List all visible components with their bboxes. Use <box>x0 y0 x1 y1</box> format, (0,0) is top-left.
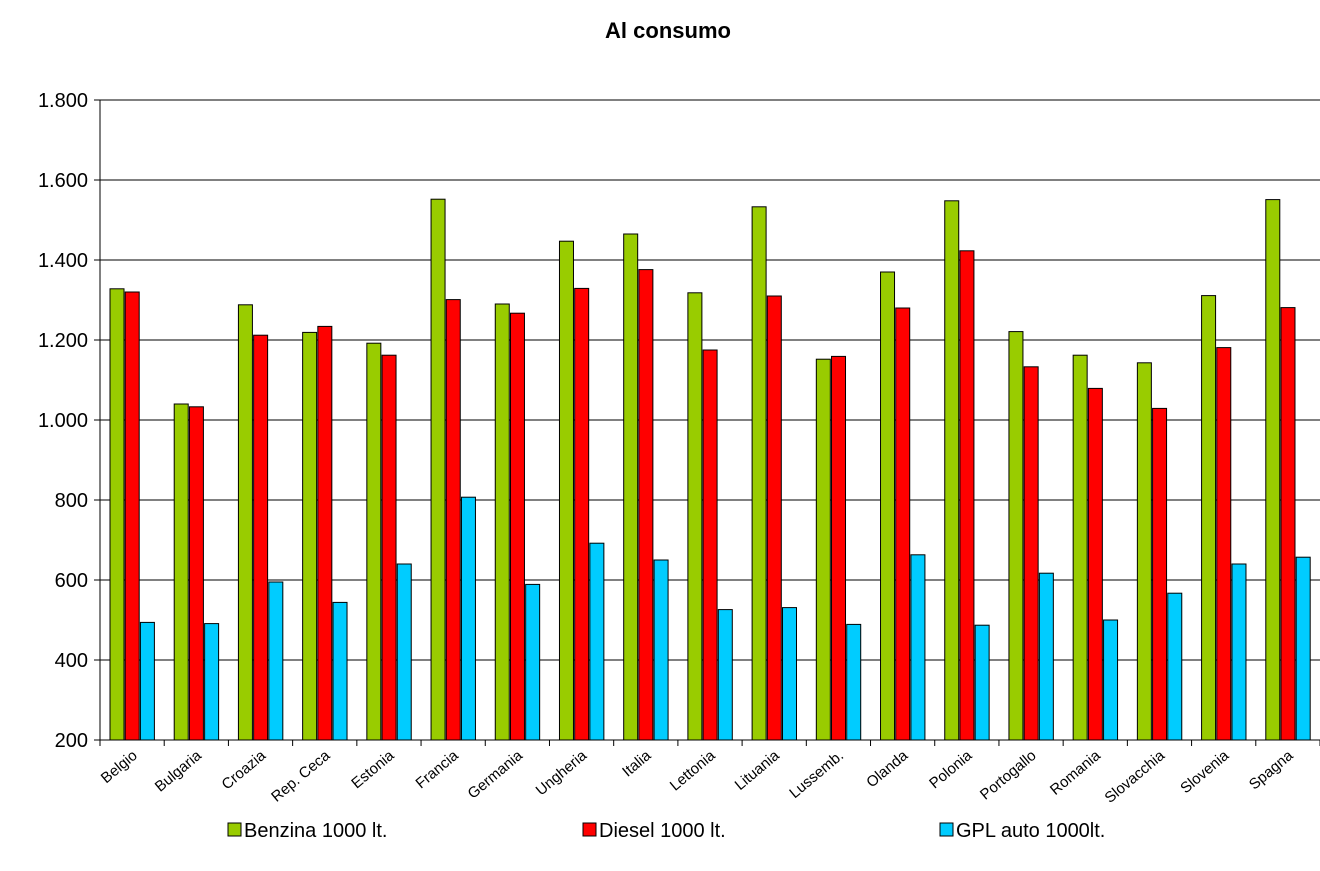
bar-slovacchia-series-1 <box>1136 362 1152 741</box>
bar-lettonia-series-2 <box>702 349 718 741</box>
bar-slovacchia-series-2 <box>1152 407 1168 741</box>
bar-francia-series-2 <box>445 299 461 741</box>
y-tick-label: 400 <box>55 650 88 672</box>
bar-rep-ceca-series-1 <box>302 331 318 741</box>
bar-rep-ceca-series-2 <box>317 325 333 741</box>
bar-polonia-series-1 <box>944 200 960 741</box>
bar-olanda-series-1 <box>880 271 896 741</box>
x-tick-label: Olanda <box>863 747 911 792</box>
y-tick-label: 1.800 <box>38 90 88 112</box>
x-tick-label: Croazia <box>219 747 270 794</box>
x-tick-label: Spagna <box>1246 747 1297 794</box>
bar-ungheria-series-3 <box>589 542 605 741</box>
bar-belgio-series-1 <box>109 288 125 741</box>
bar-estonia-series-1 <box>366 342 382 741</box>
x-tick-label: Slovenia <box>1177 747 1233 797</box>
x-tick-label: Ungheria <box>533 747 591 800</box>
bar-slovenia-series-2 <box>1216 347 1232 741</box>
legend-label: GPL auto 1000lt. <box>956 820 1105 842</box>
bar-belgio-series-3 <box>139 621 155 741</box>
bar-germania-series-3 <box>525 583 541 741</box>
chart-title: Al consumo <box>605 18 731 43</box>
legend: Benzina 1000 lt. Diesel 1000 lt. GPL auto … <box>227 820 1105 842</box>
y-axis-ticks: 200 400 600 800 1.000 1.200 1.400 1.600 1.800 <box>38 90 100 752</box>
y-tick-label: 1.000 <box>38 410 88 432</box>
x-tick-label: Germania <box>465 747 527 803</box>
bar-lussemb--series-3 <box>846 623 862 741</box>
bar-rep-ceca-series-3 <box>332 601 348 741</box>
bar-polonia-series-3 <box>974 624 990 741</box>
x-tick-label: Polonia <box>926 747 976 793</box>
bar-estonia-series-2 <box>381 354 397 741</box>
y-tick-label: 1.200 <box>38 330 88 352</box>
bar-lituania-series-2 <box>766 295 782 741</box>
axes <box>99 100 1320 741</box>
bar-ungheria-series-2 <box>574 287 590 741</box>
legend-swatch <box>227 822 242 837</box>
x-tick-label: Lussemb. <box>786 747 847 802</box>
y-tick-label: 200 <box>55 730 88 752</box>
bar-germania-series-1 <box>494 303 510 741</box>
legend-swatch <box>939 822 954 837</box>
x-tick-label: Lettonia <box>667 747 719 795</box>
bar-italia-series-3 <box>653 559 669 741</box>
bar-bulgaria-series-1 <box>173 403 189 741</box>
bar-germania-series-2 <box>509 312 525 741</box>
bar-spagna-series-2 <box>1280 307 1296 741</box>
bar-lussemb--series-1 <box>815 358 831 741</box>
x-tick-label: Slovacchia <box>1102 747 1169 807</box>
x-tick-label: Rep. Ceca <box>268 747 334 806</box>
legend-label: Benzina 1000 lt. <box>244 820 387 842</box>
bar-portogallo-series-2 <box>1023 366 1039 741</box>
bar-croazia-series-1 <box>237 304 253 741</box>
bar-francia-series-3 <box>460 496 476 741</box>
y-tick-label: 1.600 <box>38 170 88 192</box>
x-tick-label: Bulgaria <box>152 747 206 796</box>
x-tick-label: Francia <box>412 747 462 793</box>
bar-croazia-series-3 <box>268 581 284 741</box>
x-tick-label: Estonia <box>348 747 398 793</box>
bar-olanda-series-2 <box>895 307 911 741</box>
bar-lituania-series-1 <box>751 206 767 741</box>
y-tick-label: 1.400 <box>38 250 88 272</box>
bar-lettonia-series-1 <box>687 292 703 741</box>
legend-swatch <box>582 822 597 837</box>
bar-portogallo-series-3 <box>1038 572 1054 741</box>
bar-lussemb--series-2 <box>831 355 847 741</box>
bar-francia-series-1 <box>430 198 446 741</box>
bar-estonia-series-3 <box>396 563 412 741</box>
x-tick-label: Lituania <box>732 747 784 794</box>
bar-slovenia-series-1 <box>1201 295 1217 741</box>
x-tick-label: Portogallo <box>977 747 1040 803</box>
y-tick-label: 800 <box>55 490 88 512</box>
bar-spagna-series-1 <box>1265 199 1281 741</box>
y-tick-label: 600 <box>55 570 88 592</box>
bar-romania-series-3 <box>1103 619 1119 741</box>
bar-romania-series-1 <box>1072 354 1088 741</box>
bar-italia-series-2 <box>638 269 654 741</box>
legend-label: Diesel 1000 lt. <box>599 820 726 842</box>
bar-croazia-series-2 <box>253 334 269 741</box>
bar-romania-series-2 <box>1087 387 1103 741</box>
x-tick-label: Italia <box>619 747 655 781</box>
bar-lettonia-series-3 <box>717 609 733 741</box>
bar-bulgaria-series-2 <box>188 406 204 741</box>
bars <box>109 198 1311 741</box>
bar-italia-series-1 <box>623 233 639 741</box>
bar-portogallo-series-1 <box>1008 331 1024 741</box>
bar-lituania-series-3 <box>782 607 798 741</box>
bar-slovacchia-series-3 <box>1167 592 1183 741</box>
x-tick-label: Romania <box>1047 747 1104 799</box>
bar-polonia-series-2 <box>959 250 975 741</box>
x-tick-label: Belgio <box>98 747 141 787</box>
bar-olanda-series-3 <box>910 554 926 741</box>
bar-bulgaria-series-3 <box>204 623 220 741</box>
bar-spagna-series-3 <box>1295 556 1311 741</box>
bar-slovenia-series-3 <box>1231 563 1247 741</box>
bar-ungheria-series-1 <box>558 240 574 741</box>
bar-belgio-series-2 <box>124 291 140 741</box>
